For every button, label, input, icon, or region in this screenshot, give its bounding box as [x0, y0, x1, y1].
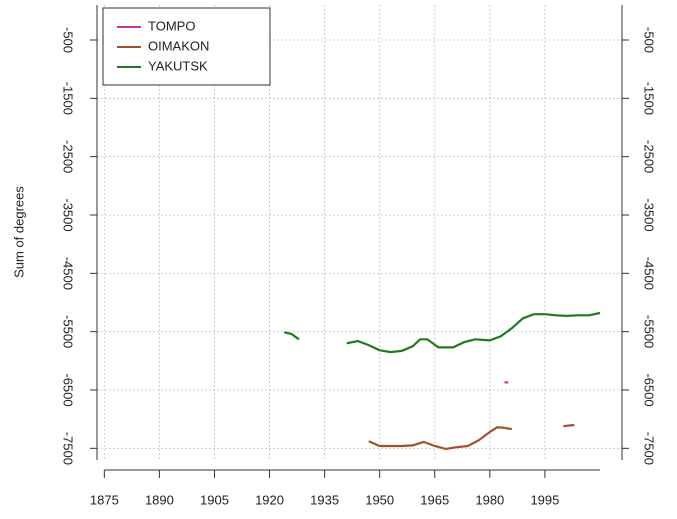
- legend-label: OIMAKON: [148, 38, 209, 53]
- series-line: [368, 423, 575, 451]
- x-tick-label: 1995: [530, 492, 559, 507]
- y-tick-label: -1500: [61, 82, 76, 115]
- y2-tick-label: -4500: [642, 257, 657, 290]
- y-tick-label: -2500: [61, 140, 76, 173]
- y-tick-label: -5500: [61, 315, 76, 348]
- y2-tick-label: -2500: [642, 140, 657, 173]
- y-tick-label: -4500: [61, 257, 76, 290]
- y-tick-label: -3500: [61, 198, 76, 231]
- x-tick-label: 1905: [200, 492, 229, 507]
- y-tick-label: -6500: [61, 373, 76, 406]
- x-tick-label: 1965: [420, 492, 449, 507]
- y2-tick-label: -6500: [642, 373, 657, 406]
- y2-tick-label: -500: [642, 27, 657, 53]
- x-tick-label: 1980: [475, 492, 504, 507]
- y2-tick-label: -3500: [642, 198, 657, 231]
- y-axis-label: Sum of degrees: [11, 186, 26, 278]
- y-tick-label: -500: [61, 27, 76, 53]
- y2-tick-label: -5500: [642, 315, 657, 348]
- x-tick-label: 1890: [145, 492, 174, 507]
- legend-label: TOMPO: [148, 18, 195, 33]
- series-line: [283, 311, 601, 354]
- legend-label: YAKUTSK: [148, 58, 208, 73]
- x-tick-label: 1950: [365, 492, 394, 507]
- y2-tick-label: -1500: [642, 82, 657, 115]
- y2-tick-label: -7500: [642, 432, 657, 465]
- x-tick-label: 1920: [255, 492, 284, 507]
- x-tick-label: 1935: [310, 492, 339, 507]
- y-tick-label: -7500: [61, 432, 76, 465]
- x-tick-label: 1875: [90, 492, 119, 507]
